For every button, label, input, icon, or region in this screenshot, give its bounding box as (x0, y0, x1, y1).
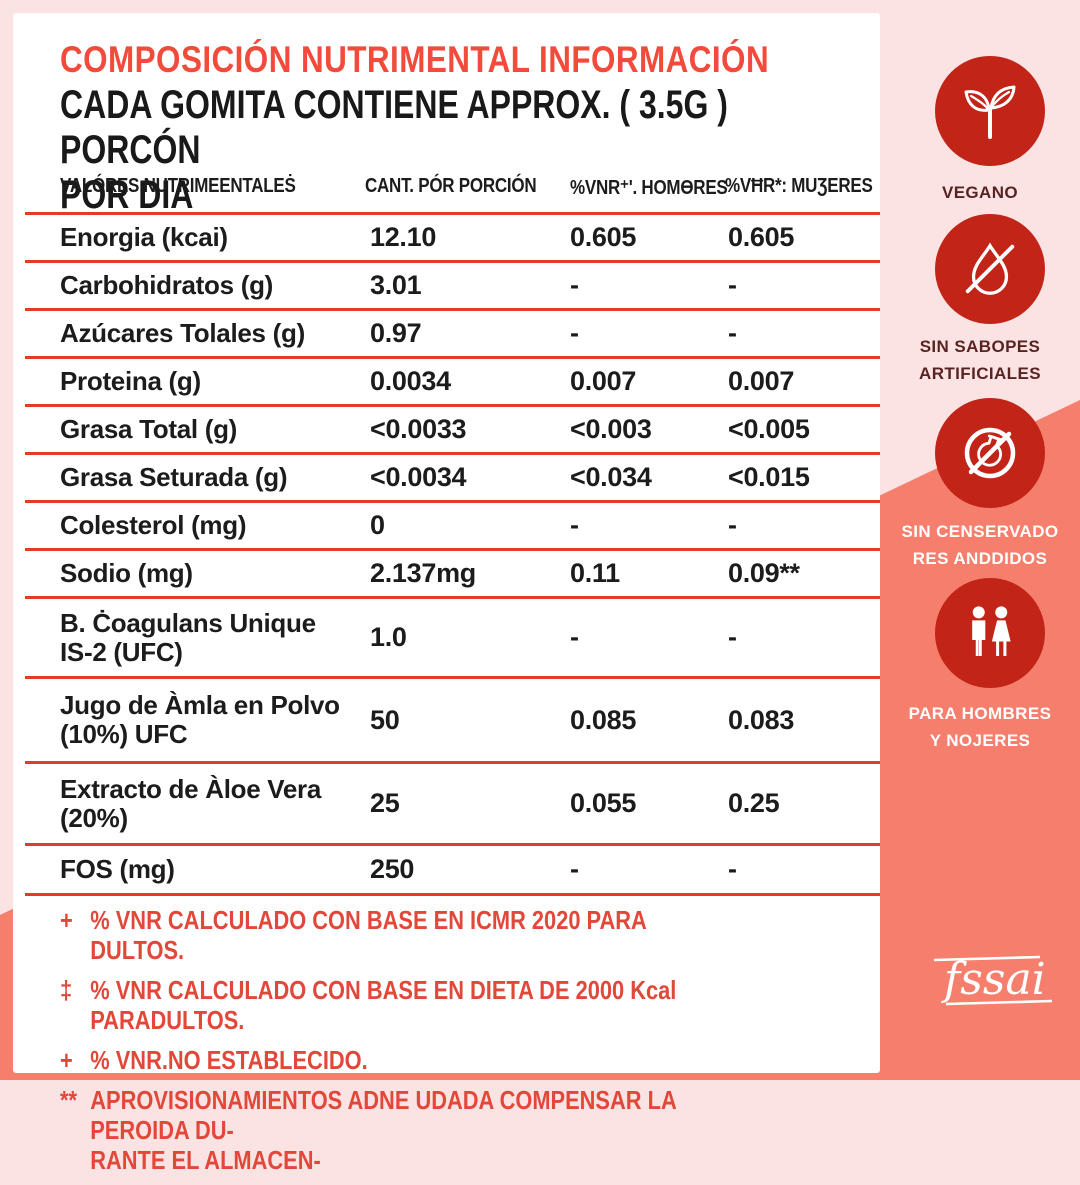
footnote: ‡ % VNR CALCULADO CON BASE EN DIETA DE 2… (60, 975, 740, 1035)
row-vnr-women: <0.005 (728, 414, 810, 444)
row-vnr-men: - (570, 318, 579, 348)
row-vnr-men: <0.003 (570, 414, 652, 444)
no-artificial-flavors-badge (935, 214, 1045, 324)
footnote-symbol: + (60, 1045, 73, 1075)
row-amount: <0.0033 (370, 414, 467, 444)
row-amount: 50 (370, 704, 400, 735)
table-row: Grasa Total (g) <0.0033 <0.003 <0.005 (25, 407, 880, 455)
fssai-logo-text: fssai (941, 954, 1046, 1005)
table-row: Extracto de Àloe Vera (20%) 25 0.055 0.2… (25, 764, 880, 846)
footnote: + % VNR CALCULADO CON BASE EN ICMR 2020 … (60, 905, 740, 965)
table-row: Colesterol (mg) 0 - - (25, 503, 880, 551)
footnote-text: APROVISIONAMIENTOS ADNE UDADA COMPENSAR … (90, 1085, 676, 1175)
row-vnr-women: - (728, 318, 737, 348)
row-label: Extracto de Àloe Vera (20%) (60, 773, 322, 833)
row-label: Jugo de Àmla en Polvo (10%) UFC (60, 690, 340, 749)
no-flask-icon (964, 427, 1016, 479)
table-row: Enorgia (kcai) 12.10 0.605 0.605 (25, 215, 880, 263)
row-vnr-men: 0.007 (570, 366, 637, 396)
row-label: Azúcares Tolales (g) (60, 318, 305, 348)
page-title: COMPOSICIÓN NUTRIMENTAL INFORMACIÓN (60, 39, 770, 80)
row-vnr-men: - (570, 854, 579, 884)
men-women-badge (935, 578, 1045, 688)
column-header-vnr-women: %VĦR*: MUƷERES (725, 175, 873, 197)
no-drop-icon (965, 242, 1015, 295)
row-label: Enorgia (kcai) (60, 222, 228, 252)
row-label: B. Ċoagulans Unique IS-2 (UFC) (60, 607, 316, 667)
table-row: FOS (mg) 250 - - (25, 846, 880, 896)
row-label: Grasa Total (g) (60, 414, 238, 444)
row-vnr-women: <0.015 (728, 462, 810, 492)
footnote-text: % VNR CALCULADO CON BASE EN ICMR 2020 PA… (90, 905, 647, 965)
row-vnr-men: 0.085 (570, 704, 637, 735)
footnotes: + % VNR CALCULADO CON BASE EN ICMR 2020 … (60, 905, 870, 1185)
row-label: Grasa Seturada (g) (60, 462, 288, 492)
row-label: FOS (mg) (60, 854, 175, 884)
row-vnr-men: 0.11 (570, 558, 620, 588)
footnote-symbol: ‡ (60, 975, 73, 1005)
badge-label-sin-sabores: SIN SABOPES ARTIFICIALES (919, 337, 1041, 383)
nutrition-label-card: COMPOSICIÓN NUTRIMENTAL INFORMACIÓN CADA… (13, 13, 880, 1175)
row-amount: 250 (370, 854, 415, 884)
row-amount: 0 (370, 510, 385, 540)
column-header-amount-per-serving: CANT. PÓR PORCIÓN (365, 175, 537, 197)
row-label: Carbohidratos (g) (60, 270, 274, 300)
table-row: Proteina (g) 0.0034 0.007 0.007 (25, 359, 880, 407)
badge-sidebar: VEGANO SIN SABOPES ARTIFICIALES SIN CENS… (880, 0, 1080, 1080)
row-vnr-men: - (570, 270, 579, 300)
row-amount: 3.01 (370, 270, 422, 300)
badge-label-para-hombres: PARA HOMBRES Y NOJERES (908, 704, 1052, 750)
row-vnr-women: 0.007 (728, 366, 795, 396)
row-vnr-men: - (570, 622, 579, 652)
row-amount: 1.0 (370, 622, 407, 652)
footnote: ** APROVISIONAMIENTOS ADNE UDADA COMPENS… (60, 1085, 740, 1175)
row-vnr-women: - (728, 622, 737, 652)
row-vnr-men: <0.034 (570, 462, 652, 492)
row-vnr-women: 0.083 (728, 704, 795, 735)
row-vnr-women: 0.09** (728, 558, 800, 588)
no-preservatives-badge (935, 398, 1045, 508)
table-row: Azúcares Tolales (g) 0.97 - - (25, 311, 880, 359)
footnote: + % VNR.NO ESTABLECIDO. (60, 1045, 740, 1075)
footnote-text: % VNR.NO ESTABLECIDO. (90, 1045, 368, 1075)
column-header-vnr-men: %VNR⁺'. HOMƟRES (570, 177, 728, 199)
row-amount: 25 (370, 788, 400, 818)
row-vnr-men: 0.605 (570, 222, 637, 252)
row-amount: 0.0034 (370, 366, 451, 396)
row-amount: <0.0034 (370, 462, 467, 492)
serving-subtitle: CADA GOMITA CONTIENE APPROX. ( 3.5G ) PO… (60, 83, 728, 217)
row-amount: 0.97 (370, 318, 422, 348)
sprout-icon (964, 85, 1016, 139)
footnote-text: % VNR CALCULADO CON BASE EN DIETA DE 200… (90, 975, 677, 1035)
man-woman-icon (972, 606, 1011, 656)
row-label: Sodio (mg) (60, 558, 193, 588)
row-vnr-women: - (728, 854, 737, 884)
row-vnr-women: 0.605 (728, 222, 795, 252)
table-row: Sodio (mg) 2.137mg 0.11 0.09** (25, 551, 880, 599)
footnote-symbol: + (60, 905, 73, 935)
row-vnr-men: - (570, 510, 579, 540)
row-vnr-women: - (728, 270, 737, 300)
row-amount: 12.10 (370, 222, 437, 252)
table-row: Grasa Seturada (g) <0.0034 <0.034 <0.015 (25, 455, 880, 503)
fssai-logo: fssai (928, 942, 1058, 1023)
vegan-badge (935, 56, 1045, 166)
row-vnr-men: 0.055 (570, 788, 637, 818)
badge-label-sin-conservadores: SIN CENSERVADO RES ANDDIDOS (901, 522, 1059, 568)
column-header-values: VALÓRES NUTRIMEENTALEṠ (60, 175, 296, 197)
row-label: Colesterol (mg) (60, 510, 247, 540)
row-label: Proteina (g) (60, 366, 201, 396)
table-row: B. Ċoagulans Unique IS-2 (UFC) 1.0 - - (25, 599, 880, 679)
footnote-symbol: ** (60, 1085, 78, 1115)
nutrition-table: Enorgia (kcai) 12.10 0.605 0.605 Carbohi… (25, 212, 880, 896)
table-row: Carbohidratos (g) 3.01 - - (25, 263, 880, 311)
row-vnr-women: 0.25 (728, 788, 780, 818)
row-amount: 2.137mg (370, 558, 476, 588)
row-vnr-women: - (728, 510, 737, 540)
table-row: Jugo de Àmla en Polvo (10%) UFC 50 0.085… (25, 679, 880, 764)
badge-label-vegano: VEGANO (941, 183, 1019, 202)
